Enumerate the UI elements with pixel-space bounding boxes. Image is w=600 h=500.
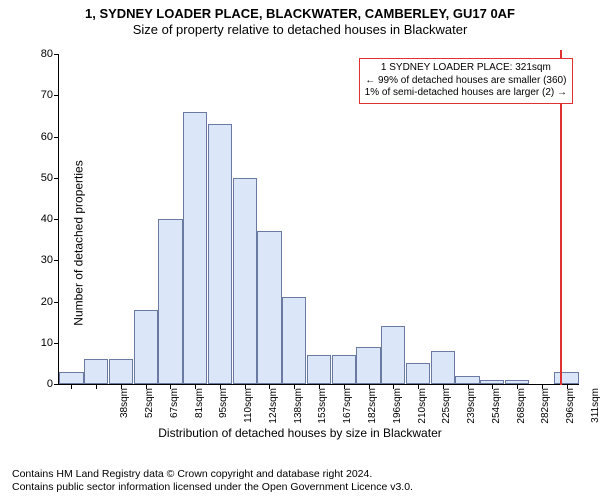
histogram-bar xyxy=(134,310,158,384)
y-tick: 30 xyxy=(23,254,53,266)
y-tick: 70 xyxy=(23,89,53,101)
y-tick: 60 xyxy=(23,131,53,143)
histogram-bar xyxy=(455,376,479,384)
annotation-line-1: 1 SYDNEY LOADER PLACE: 321sqm xyxy=(365,62,567,75)
y-tick: 80 xyxy=(23,48,53,60)
x-tick-mark xyxy=(492,384,493,389)
x-tick-mark xyxy=(146,384,147,389)
x-tick-mark xyxy=(170,384,171,389)
x-tick-mark xyxy=(96,384,97,389)
attribution-footer: Contains HM Land Registry data © Crown c… xyxy=(12,468,413,494)
x-tick-mark xyxy=(245,384,246,389)
histogram-bar xyxy=(554,372,578,384)
plot-area: 0102030405060708038sqm52sqm67sqm81sqm95s… xyxy=(58,54,579,385)
histogram-bar xyxy=(282,297,306,384)
y-tick: 10 xyxy=(23,337,53,349)
chart-area: Number of detached properties 0102030405… xyxy=(0,44,600,442)
histogram-bar xyxy=(208,124,232,384)
histogram-bar xyxy=(59,372,83,384)
x-tick-mark xyxy=(294,384,295,389)
x-axis-label: Distribution of detached houses by size … xyxy=(0,426,600,440)
y-tick: 50 xyxy=(23,172,53,184)
chart-title: 1, SYDNEY LOADER PLACE, BLACKWATER, CAMB… xyxy=(0,0,600,39)
title-line-2: Size of property relative to detached ho… xyxy=(0,22,600,38)
x-tick-mark xyxy=(269,384,270,389)
x-tick-mark xyxy=(195,384,196,389)
histogram-bar xyxy=(109,359,133,384)
histogram-bar xyxy=(183,112,207,384)
histogram-bar xyxy=(158,219,182,384)
footer-line-2: Contains public sector information licen… xyxy=(12,481,413,494)
histogram-bar xyxy=(381,326,405,384)
y-tick: 40 xyxy=(23,213,53,225)
histogram-bar xyxy=(233,178,257,384)
histogram-bar xyxy=(406,363,430,384)
x-tick-mark xyxy=(369,384,370,389)
x-tick-mark xyxy=(220,384,221,389)
y-tick: 0 xyxy=(23,378,53,390)
histogram-bar xyxy=(431,351,455,384)
title-line-1: 1, SYDNEY LOADER PLACE, BLACKWATER, CAMB… xyxy=(0,6,600,22)
x-tick-mark xyxy=(344,384,345,389)
x-tick-mark xyxy=(393,384,394,389)
annotation-line-2: ← 99% of detached houses are smaller (36… xyxy=(365,75,567,88)
x-tick-mark xyxy=(567,384,568,389)
x-tick-mark xyxy=(468,384,469,389)
x-tick-mark xyxy=(542,384,543,389)
footer-line-1: Contains HM Land Registry data © Crown c… xyxy=(12,468,413,481)
x-tick-mark xyxy=(517,384,518,389)
histogram-bar xyxy=(307,355,331,384)
y-tick: 20 xyxy=(23,296,53,308)
histogram-bar xyxy=(84,359,108,384)
x-tick-mark xyxy=(71,384,72,389)
x-tick-mark xyxy=(319,384,320,389)
histogram-bar xyxy=(257,231,281,384)
annotation-box: 1 SYDNEY LOADER PLACE: 321sqm← 99% of de… xyxy=(359,58,573,104)
histogram-bar xyxy=(356,347,380,384)
annotation-line-3: 1% of semi-detached houses are larger (2… xyxy=(365,87,567,100)
histogram-bar xyxy=(332,355,356,384)
x-tick-mark xyxy=(443,384,444,389)
x-tick-mark xyxy=(121,384,122,389)
x-tick-mark xyxy=(418,384,419,389)
